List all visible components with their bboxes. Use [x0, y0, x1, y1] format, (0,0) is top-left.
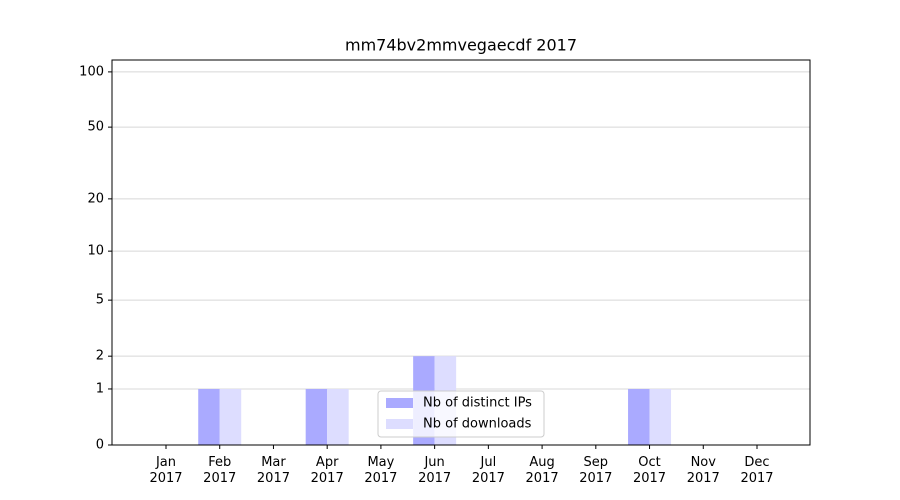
y-tick-label: 1 [96, 381, 104, 396]
chart-title: mm74bv2mmvegaecdf 2017 [345, 36, 577, 55]
x-tick-label: Jan 2017 [149, 455, 182, 486]
y-tick-label: 5 [96, 293, 104, 308]
x-tick-label: Mar 2017 [257, 455, 290, 486]
y-tick-label: 0 [96, 438, 104, 453]
legend-label: Nb of downloads [423, 417, 532, 432]
x-tick-label: Jul 2017 [472, 455, 505, 486]
x-tick-label: Nov 2017 [687, 455, 720, 486]
legend-label: Nb of distinct IPs [423, 396, 532, 411]
bar [198, 388, 220, 445]
x-tick-label: Oct 2017 [633, 455, 666, 486]
x-tick-label: Aug 2017 [526, 455, 559, 486]
legend-box [377, 390, 545, 438]
y-tick-label: 20 [87, 191, 104, 206]
bar [327, 388, 349, 445]
x-tick-label: May 2017 [364, 455, 397, 486]
legend-swatch [386, 398, 413, 408]
y-tick-label: 50 [87, 120, 104, 135]
legend: Nb of distinct IPs Nb of downloads [377, 390, 545, 438]
bar [305, 388, 328, 445]
x-tick-label: Feb 2017 [203, 455, 236, 486]
bar [628, 388, 650, 445]
y-tick-label: 100 [79, 64, 104, 79]
plot-frame [111, 59, 811, 446]
bar [219, 388, 242, 445]
x-tick-label: Dec 2017 [740, 455, 773, 486]
y-tick-label: 10 [87, 244, 104, 259]
x-tick-label: Jun 2017 [418, 455, 451, 486]
y-tick-label: 2 [96, 349, 104, 364]
legend-swatch [386, 419, 413, 429]
x-tick-label: Apr 2017 [311, 455, 344, 486]
x-tick-label: Sep 2017 [579, 455, 612, 486]
bar [649, 388, 672, 445]
